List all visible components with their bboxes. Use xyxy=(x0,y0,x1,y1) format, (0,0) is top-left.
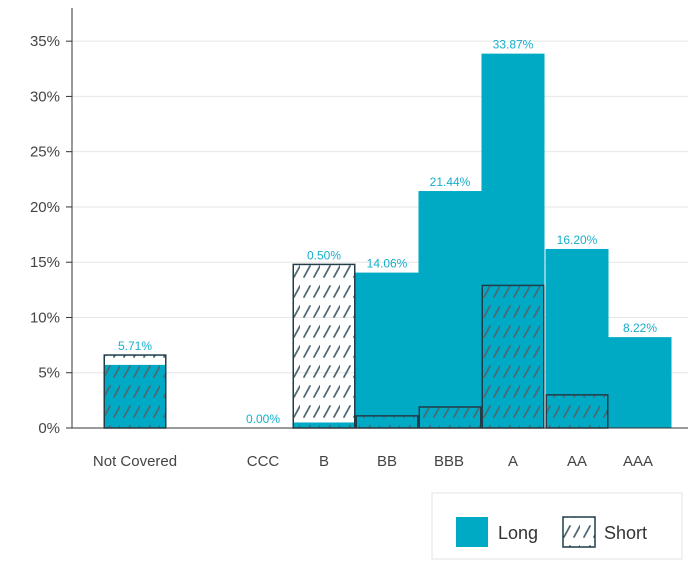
y-tick-label: 10% xyxy=(30,309,60,326)
y-tick-label: 20% xyxy=(30,199,60,216)
y-tick-label: 25% xyxy=(30,144,60,161)
y-tick-label: 15% xyxy=(30,254,60,271)
bar-long-bbb[interactable] xyxy=(418,191,482,428)
x-tick-label: B xyxy=(319,453,329,470)
bar-short-a[interactable] xyxy=(481,284,545,429)
legend: Long Short xyxy=(431,492,683,560)
x-axis-labels: Not Covered CCC B BB BBB A AA AAA xyxy=(93,453,653,470)
x-tick-label: Not Covered xyxy=(93,453,177,470)
data-label: 21.44% xyxy=(430,175,471,189)
x-tick-label: BBB xyxy=(434,453,464,470)
data-label: 0.50% xyxy=(307,248,341,262)
bars xyxy=(103,53,672,429)
data-label: 8.22% xyxy=(623,321,657,335)
bar-short-aa[interactable] xyxy=(545,394,609,429)
legend-swatch-short[interactable] xyxy=(562,516,596,548)
data-label: 5.71% xyxy=(118,339,152,353)
data-label: 16.20% xyxy=(557,233,598,247)
x-tick-label: AAA xyxy=(623,453,653,470)
data-label: 33.87% xyxy=(493,38,534,52)
data-labels: 5.71% 0.00% 0.50% 14.06% 21.44% 33.87% 16.20% 8… xyxy=(118,38,657,426)
x-tick-label: CCC xyxy=(247,453,280,470)
y-tick-label: 35% xyxy=(30,33,60,50)
bar-short-not-covered[interactable] xyxy=(103,354,167,429)
bar-long-bb[interactable] xyxy=(355,272,419,428)
x-tick-label: AA xyxy=(567,453,587,470)
y-tick-label: 30% xyxy=(30,88,60,105)
bar-short-b[interactable] xyxy=(292,263,356,429)
y-tick-label: 5% xyxy=(38,365,60,382)
y-tick-label: 0% xyxy=(38,420,60,437)
data-label: 14.06% xyxy=(367,257,408,271)
data-label: 0.00% xyxy=(246,412,280,426)
x-tick-label: BB xyxy=(377,453,397,470)
x-tick-label: A xyxy=(508,453,518,470)
legend-label-short[interactable]: Short xyxy=(604,523,647,543)
grid-lines xyxy=(72,40,688,374)
legend-label-long[interactable]: Long xyxy=(498,523,538,543)
bar-short-bbb[interactable] xyxy=(418,406,482,429)
legend-swatch-long[interactable] xyxy=(456,517,488,547)
bar-long-aaa[interactable] xyxy=(608,337,672,428)
bar-short-bb[interactable] xyxy=(355,415,419,429)
y-axis: 0% 5% 10% 15% 20% 25% 30% 35% xyxy=(30,8,73,437)
